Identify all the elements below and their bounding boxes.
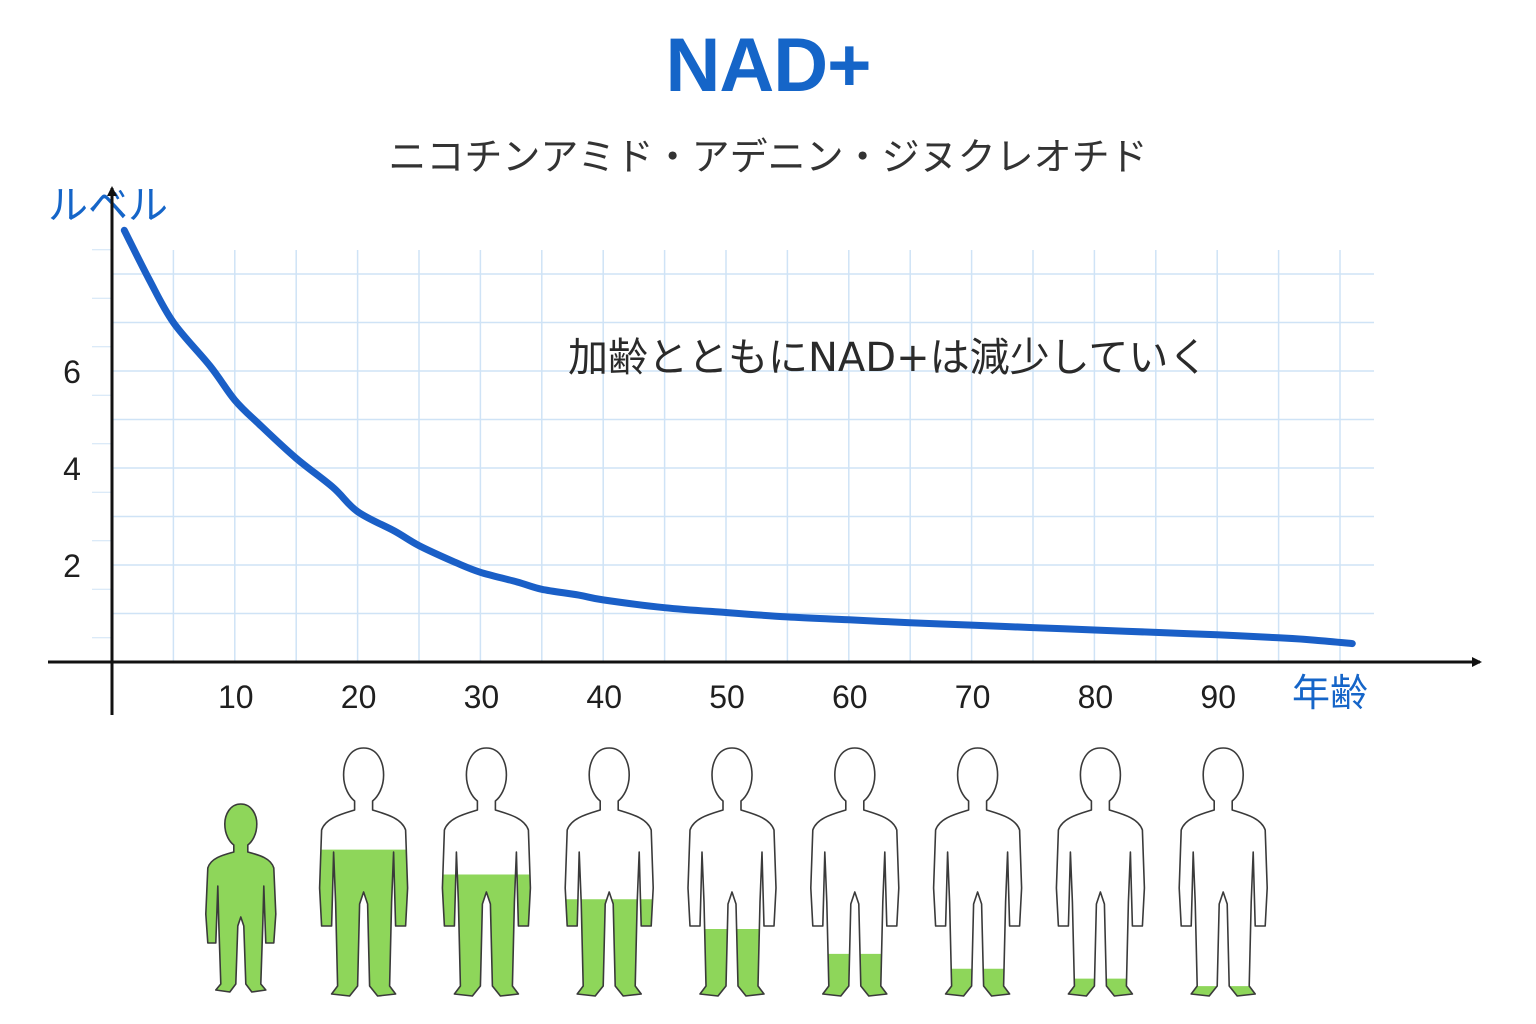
age-figure — [687, 747, 777, 997]
figure-fill — [822, 953, 887, 996]
figure-outline — [687, 747, 777, 997]
y-tick-label: 2 — [63, 548, 81, 584]
x-tick-label: 80 — [1078, 679, 1114, 715]
figure-fill — [1068, 978, 1133, 996]
age-figure — [564, 747, 655, 997]
age-figure — [1178, 747, 1268, 997]
figure-outline — [1055, 747, 1146, 997]
x-tick-label: 40 — [586, 679, 622, 715]
figure-outline — [318, 747, 409, 997]
figure-fill — [319, 849, 408, 996]
age-figure — [205, 803, 277, 993]
figure-outline — [1178, 747, 1268, 997]
axes — [48, 186, 1482, 715]
x-tick-label: 20 — [341, 679, 377, 715]
y-tick-label: 4 — [63, 451, 81, 487]
figure-body — [810, 748, 899, 996]
series-line-0 — [120, 226, 1356, 648]
x-tick-label: 70 — [955, 679, 991, 715]
tick-labels: 10 20 30 40 50 60 70 80 90 2 4 6 — [63, 354, 1236, 715]
y-tick-label: 6 — [63, 354, 81, 390]
figure-body — [1179, 748, 1268, 996]
age-figure — [318, 747, 409, 997]
figure-fill — [945, 968, 1010, 996]
chart-title: NAD+ — [665, 23, 871, 108]
age-figure — [1055, 747, 1146, 997]
x-tick-label: 10 — [218, 679, 254, 715]
x-tick-label: 60 — [832, 679, 868, 715]
figure-body — [933, 748, 1022, 996]
age-figures — [205, 747, 1268, 997]
grid — [92, 249, 1374, 662]
chart-subtitle: ニコチンアミド・アデニン・ジヌクレオチド — [388, 135, 1148, 179]
figure-fill — [442, 874, 531, 996]
figure-body — [1056, 748, 1145, 996]
figure-outline — [205, 803, 277, 993]
age-figure — [441, 747, 532, 997]
age-figure — [932, 747, 1023, 997]
x-tick-label: 50 — [709, 679, 745, 715]
chart-annotation: 加齢とともにNAD+は減少していく — [568, 335, 1209, 381]
age-figure — [809, 747, 900, 997]
x-axis-label: 年齢 — [1292, 671, 1369, 715]
figure-fill — [205, 804, 276, 992]
figure-fill — [1191, 986, 1256, 996]
figure-outline — [564, 747, 655, 997]
figure-fill — [565, 899, 653, 996]
x-tick-label: 90 — [1200, 679, 1236, 715]
x-tick-label: 30 — [464, 679, 500, 715]
figure-outline — [441, 747, 532, 997]
series-layer — [120, 226, 1356, 648]
figure-outline — [809, 747, 900, 997]
figure-outline — [932, 747, 1023, 997]
figure-fill — [700, 929, 764, 996]
